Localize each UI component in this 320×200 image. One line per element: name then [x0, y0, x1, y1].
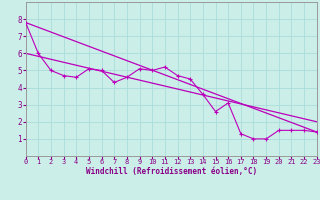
X-axis label: Windchill (Refroidissement éolien,°C): Windchill (Refroidissement éolien,°C) — [86, 167, 257, 176]
